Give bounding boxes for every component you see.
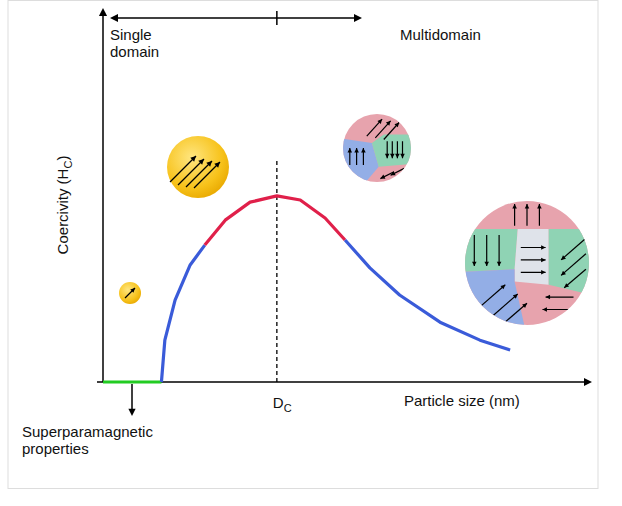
chart: Coercivity (HC)Particle size (nm)DCSingl… bbox=[0, 0, 622, 506]
arrow-head bbox=[391, 171, 396, 175]
arrow-head bbox=[190, 156, 196, 162]
particles bbox=[119, 107, 601, 337]
arrow-head bbox=[128, 409, 135, 416]
arrow-head bbox=[377, 119, 382, 124]
domain bbox=[453, 189, 602, 338]
domain-particle bbox=[453, 189, 602, 338]
particle-single-domain bbox=[167, 136, 229, 198]
arrow-line bbox=[564, 269, 586, 288]
arrow-line bbox=[194, 162, 220, 188]
domain-arrow-tick bbox=[276, 11, 278, 25]
domain bbox=[453, 269, 527, 337]
domain bbox=[549, 229, 602, 297]
arrow-line bbox=[391, 168, 405, 175]
arrow-head bbox=[198, 159, 204, 165]
domain bbox=[372, 134, 418, 166]
arrow-head bbox=[564, 283, 569, 288]
arrow-head bbox=[561, 271, 566, 276]
curve-segment bbox=[205, 196, 345, 245]
arrow-head bbox=[543, 307, 547, 312]
critical-size-label-text: D bbox=[273, 394, 284, 411]
arrow-head bbox=[497, 262, 502, 266]
domain bbox=[336, 138, 379, 189]
x-axis bbox=[97, 381, 590, 383]
frame bbox=[8, 1, 598, 489]
single-domain-label: Single bbox=[110, 26, 152, 43]
arrow-head bbox=[390, 154, 395, 158]
curve-segment bbox=[103, 380, 161, 383]
arrow-line bbox=[505, 303, 527, 322]
arrow-head bbox=[522, 303, 527, 308]
x-axis-title: Particle size (nm) bbox=[404, 392, 520, 409]
y-axis-title: Coercivity (HC) bbox=[54, 156, 74, 255]
y-axis-title-text: Coercivity (H bbox=[54, 169, 71, 255]
domain-arrow bbox=[110, 11, 362, 25]
arrow-line bbox=[499, 235, 500, 266]
arrow-line bbox=[170, 156, 196, 182]
arrow-head bbox=[354, 14, 362, 22]
arrow-line bbox=[384, 123, 399, 140]
arrow-head bbox=[395, 154, 400, 158]
domain bbox=[453, 229, 518, 272]
superparamagnetic-pointer bbox=[128, 384, 135, 416]
plot-area bbox=[103, 196, 510, 382]
arrow-head bbox=[386, 121, 391, 126]
arrow-head bbox=[525, 204, 530, 208]
x-axis-arrow bbox=[584, 378, 592, 386]
pointer-line bbox=[131, 384, 133, 410]
arrow-head bbox=[400, 154, 405, 158]
arrow-head bbox=[394, 123, 399, 128]
superparamagnetic-label: properties bbox=[22, 440, 89, 457]
axes bbox=[97, 8, 592, 386]
arrow-head bbox=[110, 14, 118, 22]
arrow-head bbox=[500, 285, 505, 290]
domain-particle bbox=[336, 107, 418, 189]
arrow-line bbox=[486, 235, 487, 266]
domain bbox=[336, 107, 418, 189]
arrow-head bbox=[484, 262, 489, 266]
arrow-head bbox=[541, 258, 545, 263]
arrow-head bbox=[561, 255, 566, 260]
arrow-head bbox=[537, 204, 542, 208]
arrow-line bbox=[125, 288, 135, 298]
multidomain-label: Multidomain bbox=[400, 26, 481, 43]
particle-small bbox=[119, 282, 141, 304]
arrow-head bbox=[513, 294, 518, 299]
arrow-head bbox=[348, 148, 353, 152]
arrow-line bbox=[474, 235, 475, 266]
arrow-head bbox=[206, 161, 212, 167]
arrow-head bbox=[512, 204, 517, 208]
arrow-head bbox=[361, 148, 366, 152]
single-domain-label: domain bbox=[110, 43, 159, 60]
y-axis-title-sub: C bbox=[62, 161, 74, 169]
arrow-head bbox=[541, 270, 545, 275]
superparamagnetic-label: Superparamagnetic bbox=[22, 423, 153, 440]
domain bbox=[515, 229, 549, 285]
arrow-head bbox=[546, 295, 550, 300]
arrow-head bbox=[214, 162, 220, 168]
labels: Coercivity (HC)Particle size (nm)DCSingl… bbox=[22, 26, 520, 457]
arrow-head bbox=[541, 245, 545, 250]
critical-size-label: DC bbox=[273, 394, 292, 414]
y-axis bbox=[102, 15, 104, 382]
arrow-head bbox=[354, 148, 359, 152]
critical-size-line bbox=[276, 160, 277, 382]
arrow-head bbox=[385, 154, 390, 158]
arrow-line bbox=[481, 285, 506, 307]
y-axis-arrow bbox=[99, 8, 107, 16]
y-axis-title-after: ) bbox=[54, 156, 71, 161]
curve-segment bbox=[161, 245, 204, 382]
arrow-head bbox=[380, 175, 385, 179]
arrow-head bbox=[472, 262, 477, 266]
arrow-line bbox=[493, 294, 518, 316]
critical-size-label-sub: C bbox=[284, 402, 292, 414]
domain-arrow-line bbox=[114, 17, 358, 19]
arrow-head bbox=[130, 288, 135, 293]
